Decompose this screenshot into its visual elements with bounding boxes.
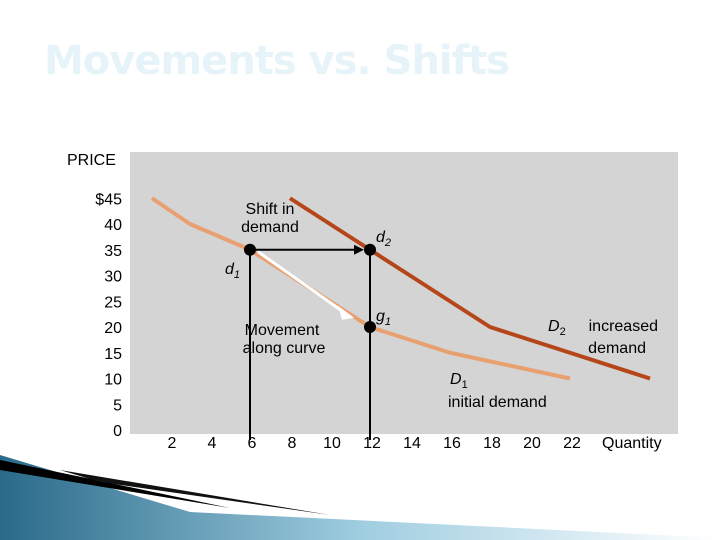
- plot-area: [130, 152, 678, 434]
- x-tick-label: 14: [403, 435, 421, 452]
- x-tick-label: 12: [363, 435, 381, 452]
- x-tick-label: 20: [523, 435, 541, 452]
- curve-d2-desc: demand: [588, 340, 646, 357]
- y-tick-label: 10: [104, 372, 122, 389]
- y-tick-label: $45: [95, 191, 122, 208]
- y-tick-label: 40: [104, 217, 122, 234]
- curve-d1-label: D1: [450, 371, 468, 391]
- data-points: d1 d2 g1: [225, 229, 391, 333]
- arrows: [254, 244, 364, 320]
- curve-d1-desc: initial demand: [448, 394, 547, 411]
- curve-d2-label: D2: [548, 318, 566, 338]
- point-g1: [364, 321, 376, 333]
- x-tick-label: 6: [248, 435, 257, 452]
- point-label: g1: [376, 308, 391, 328]
- x-tick-label: 16: [443, 435, 461, 452]
- vertical-guides: [249, 249, 371, 440]
- y-tick-label: 5: [113, 397, 122, 414]
- movement-arrowhead: [338, 305, 354, 320]
- x-tick-label: 18: [483, 435, 501, 452]
- y-tick-label: 30: [104, 269, 122, 286]
- point-label: d2: [376, 229, 391, 249]
- shift-arrowhead: [354, 244, 364, 255]
- point-d1: [244, 243, 256, 256]
- x-tick-label: 2: [168, 435, 177, 452]
- shift-label: Shift in: [246, 201, 295, 218]
- x-tick-labels: 2 4 6 8 10 12 14 16 18 20 22: [168, 435, 581, 452]
- point-label: d1: [225, 261, 240, 281]
- x-tick-label: 22: [563, 435, 581, 452]
- curve-d2: [288, 196, 651, 381]
- y-tick-label: 25: [104, 294, 122, 311]
- x-tick-label: 4: [208, 435, 217, 452]
- curve-d2-desc: increased: [589, 318, 658, 335]
- y-tick-label: 15: [104, 346, 122, 363]
- y-tick-label: 0: [113, 423, 122, 440]
- point-d2: [364, 243, 376, 256]
- y-tick-label: 20: [104, 320, 122, 337]
- slide-title: Movements vs. Shifts: [44, 38, 510, 84]
- x-tick-label: 8: [288, 435, 297, 452]
- movement-label: Movement: [245, 322, 320, 339]
- y-tick-labels: $45 40 35 30 25 20 15 10 5 0: [95, 191, 122, 440]
- x-axis-label: Quantity: [602, 435, 662, 452]
- movement-arrow: [257, 250, 347, 315]
- shift-label: demand: [241, 219, 299, 236]
- movement-label: along curve: [243, 340, 326, 357]
- y-axis-label: PRICE: [67, 152, 116, 169]
- x-tick-label: 10: [323, 435, 341, 452]
- y-tick-label: 35: [104, 243, 122, 260]
